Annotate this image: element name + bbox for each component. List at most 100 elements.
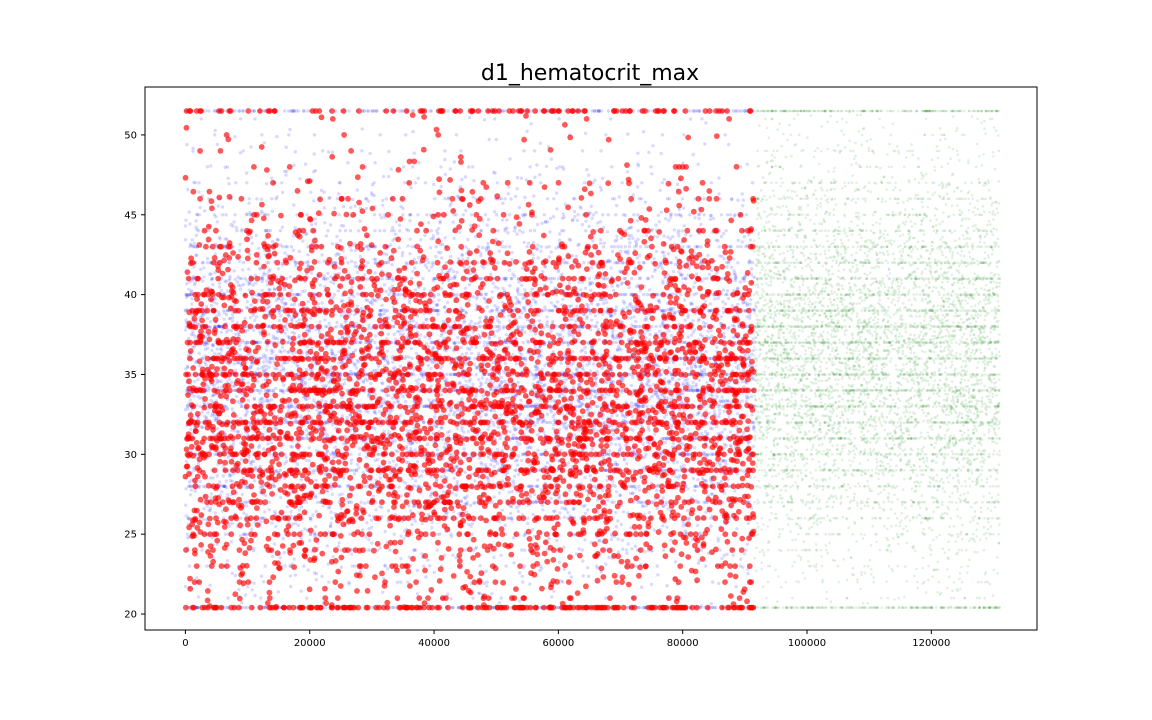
data-point <box>531 297 535 301</box>
data-point <box>269 441 274 445</box>
data-point <box>514 362 519 366</box>
data-point <box>717 245 721 249</box>
data-point <box>187 564 192 568</box>
data-point <box>326 150 331 154</box>
data-point <box>571 385 576 389</box>
data-point <box>218 324 222 329</box>
data-point <box>687 109 692 113</box>
data-point <box>590 324 594 328</box>
data-point <box>696 478 700 482</box>
data-point <box>739 557 743 561</box>
data-point <box>349 369 353 374</box>
data-point <box>655 235 659 239</box>
data-point <box>495 181 499 185</box>
data-point <box>284 173 288 177</box>
data-point <box>189 243 193 247</box>
data-point <box>706 253 710 258</box>
data-point <box>278 468 283 472</box>
data-point <box>275 367 279 371</box>
data-point <box>384 197 388 201</box>
data-point <box>630 547 634 551</box>
data-point <box>410 356 414 361</box>
plot-points <box>182 108 1001 611</box>
data-point <box>413 181 418 185</box>
data-point <box>632 448 636 453</box>
data-point <box>634 486 638 491</box>
data-point <box>513 194 518 199</box>
data-point <box>347 109 351 113</box>
data-point <box>209 278 214 282</box>
data-point <box>415 592 420 596</box>
data-point <box>372 213 377 217</box>
data-point <box>411 440 415 445</box>
data-point <box>485 475 489 480</box>
data-point <box>432 182 436 187</box>
data-point <box>698 333 703 337</box>
data-point <box>465 503 469 507</box>
data-point <box>349 452 353 456</box>
data-point <box>357 452 362 456</box>
data-point <box>188 493 193 497</box>
data-point <box>520 548 524 552</box>
data-point <box>439 366 443 370</box>
data-point <box>254 315 259 319</box>
data-point <box>209 164 213 168</box>
data-point <box>717 411 722 416</box>
data-point <box>629 316 633 320</box>
data-point <box>615 234 619 239</box>
data-point <box>634 319 638 324</box>
data-point <box>729 265 734 269</box>
data-point <box>364 206 369 211</box>
data-point <box>485 584 489 588</box>
data-point <box>736 238 740 242</box>
data-point <box>435 448 440 452</box>
data-point <box>327 321 331 325</box>
data-point <box>217 281 222 286</box>
data-point <box>633 266 638 270</box>
data-point <box>278 556 282 560</box>
data-point <box>374 109 379 113</box>
data-point <box>330 423 335 427</box>
data-point <box>604 133 608 137</box>
data-point <box>620 390 624 394</box>
data-point <box>697 378 702 382</box>
data-point <box>716 239 720 243</box>
data-point <box>688 117 693 121</box>
data-point <box>704 121 708 125</box>
data-point <box>259 574 264 578</box>
data-point <box>216 352 220 356</box>
data-point <box>583 286 588 290</box>
data-point <box>361 379 365 383</box>
data-point <box>558 511 562 515</box>
data-point <box>637 261 641 265</box>
data-point <box>507 213 512 217</box>
data-point <box>659 151 663 156</box>
data-point <box>372 193 376 198</box>
data-point <box>499 596 503 600</box>
data-point <box>736 198 740 202</box>
data-point <box>624 229 628 233</box>
data-point <box>519 176 524 180</box>
data-point <box>346 161 350 165</box>
data-point <box>616 537 620 541</box>
data-point <box>442 490 446 494</box>
data-point <box>575 313 579 317</box>
data-point <box>539 181 543 185</box>
data-point <box>414 321 419 325</box>
data-point <box>414 351 418 356</box>
data-point <box>708 217 713 222</box>
data-point <box>323 324 328 329</box>
data-point <box>287 133 291 137</box>
data-point <box>268 288 272 292</box>
data-point <box>309 271 313 275</box>
data-point <box>695 523 700 528</box>
data-point <box>382 283 387 287</box>
data-point <box>549 410 554 414</box>
data-point <box>484 292 488 296</box>
data-point <box>331 555 335 559</box>
data-point <box>493 347 498 352</box>
data-point <box>233 135 237 139</box>
data-point <box>239 516 243 520</box>
data-point <box>224 479 228 483</box>
